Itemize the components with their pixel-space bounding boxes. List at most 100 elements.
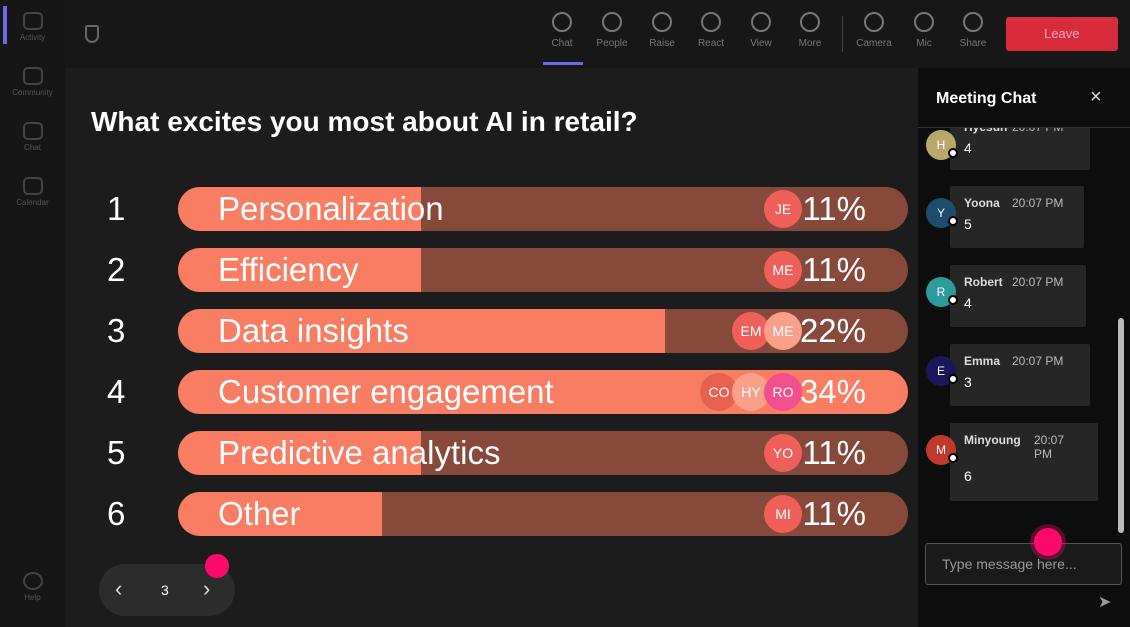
toolbar-button[interactable]: Mic (901, 12, 947, 49)
voter-avatar: HY (732, 373, 770, 411)
sidebar-item[interactable]: Community (0, 67, 65, 97)
status-dot (948, 216, 958, 226)
toolbar-button[interactable]: View (738, 12, 784, 49)
voter-avatar: CO (700, 373, 738, 411)
message-input[interactable]: Type message here... (925, 543, 1122, 585)
icon (864, 12, 884, 32)
status-dot (948, 295, 958, 305)
status-dot (948, 453, 958, 463)
option-number: 6 (107, 495, 126, 532)
cursor-dot (1034, 528, 1062, 556)
toolbar-button[interactable]: Camera (851, 12, 897, 49)
voter-avatar: YO (764, 434, 802, 472)
sidebar-label: Calendar (16, 198, 49, 207)
sidebar: Activity Community Chat Calendar Help (0, 0, 65, 627)
next-button[interactable]: › (203, 576, 211, 601)
option-fill (178, 492, 382, 536)
sidebar-label: Help (24, 593, 41, 602)
option-percent: 34% (799, 373, 866, 410)
option-label: Customer engagement (218, 373, 554, 410)
toolbar: Leave Chat People Raise React View More Camera… (65, 0, 1130, 68)
option-number: 2 (107, 251, 126, 288)
sidebar-label: Activity (19, 33, 46, 42)
sender-name: Hyesun (964, 128, 1007, 134)
icon (701, 12, 721, 32)
message-card: Minyoung 20:07 PM 6 (950, 423, 1098, 501)
toolbar-label: Share (959, 38, 987, 49)
option-percent: 22% (799, 312, 866, 349)
toolbar-button[interactable]: Share (950, 12, 996, 49)
icon (914, 12, 934, 32)
voter-avatar: EM (732, 312, 770, 350)
icon (652, 12, 672, 32)
toolbar-button[interactable]: More (787, 12, 833, 49)
sender-name: Robert (964, 275, 1003, 289)
active-tab (543, 62, 583, 65)
page-number: 3 (161, 582, 169, 598)
shield-icon (85, 25, 99, 43)
sidebar-item[interactable]: Calendar (0, 177, 65, 207)
option-number: 3 (107, 312, 126, 349)
option-bar: Efficiency 11% ME (178, 248, 908, 292)
voter-avatar: MI (764, 495, 802, 533)
sidebar-label: Chat (24, 143, 41, 152)
icon (552, 12, 572, 32)
message-time: 20:07 PM (1012, 275, 1064, 289)
icon (22, 177, 43, 195)
chat-title: Meeting Chat (936, 90, 1037, 107)
separator (842, 16, 843, 52)
option-number: 4 (107, 373, 126, 410)
message-text: 5 (964, 216, 972, 232)
toolbar-button[interactable]: People (589, 12, 635, 49)
toolbar-label: View (750, 38, 772, 49)
message-card: Yoona 20:07 PM 5 (950, 186, 1084, 248)
cursor-dot (205, 554, 229, 578)
poll-area: What excites you most about AI in retail… (65, 68, 918, 627)
message-time: 20:07 PM (1034, 433, 1065, 461)
toolbar-label: Camera (856, 38, 892, 49)
option-label: Data insights (218, 312, 409, 349)
icon (22, 122, 43, 140)
voter-avatar: RO (764, 373, 802, 411)
sidebar-item[interactable]: Activity (0, 12, 65, 42)
prev-button[interactable]: ‹ (115, 576, 123, 601)
option-bar: Personalization 11% JE (178, 187, 908, 231)
toolbar-label: More (798, 38, 822, 49)
option-fill (178, 431, 421, 475)
poll-question: What excites you most about AI in retail… (91, 106, 638, 137)
voter-avatar: JE (764, 190, 802, 228)
message-text: 6 (964, 468, 972, 484)
option-percent: 11% (802, 434, 866, 471)
sidebar-label: Community (12, 88, 53, 97)
icon (22, 572, 43, 590)
send-button[interactable]: ➤ (1098, 594, 1112, 611)
icon (963, 12, 983, 32)
option-bar: Data insights 22% EM ME (178, 309, 908, 353)
leave-button[interactable]: Leave (1006, 17, 1118, 51)
chat-panel: Meeting Chat × Hyesun20:07 PM4HYoona20:0… (918, 68, 1130, 627)
active-indicator (3, 6, 7, 44)
option-fill (178, 309, 665, 353)
sidebar-item[interactable]: Chat (0, 122, 65, 152)
voter-avatar: ME (764, 312, 802, 350)
message-time: 20:07 PM (1012, 128, 1092, 134)
message-card: Emma 20:07 PM 3 (950, 344, 1090, 406)
toolbar-button[interactable]: Raise (639, 12, 685, 49)
option-label: Personalization (218, 190, 444, 227)
toolbar-button[interactable]: Chat (539, 12, 585, 49)
toolbar-label: Raise (649, 38, 675, 49)
message-time: 20:07 PM (1012, 196, 1064, 210)
option-bar: Other 11% MI (178, 492, 908, 536)
close-button[interactable]: × (1090, 86, 1102, 108)
toolbar-button[interactable]: React (688, 12, 734, 49)
option-label: Efficiency (218, 251, 359, 288)
option-number: 1 (107, 190, 126, 227)
message-text: 4 (964, 140, 972, 156)
option-bar: Customer engagement 34% CO HY RO (178, 370, 908, 414)
icon (22, 67, 43, 85)
message-card: Robert 20:07 PM 4 (950, 265, 1086, 327)
option-fill (178, 248, 421, 292)
message-text: 4 (964, 295, 972, 311)
sidebar-item[interactable]: Help (0, 572, 65, 602)
